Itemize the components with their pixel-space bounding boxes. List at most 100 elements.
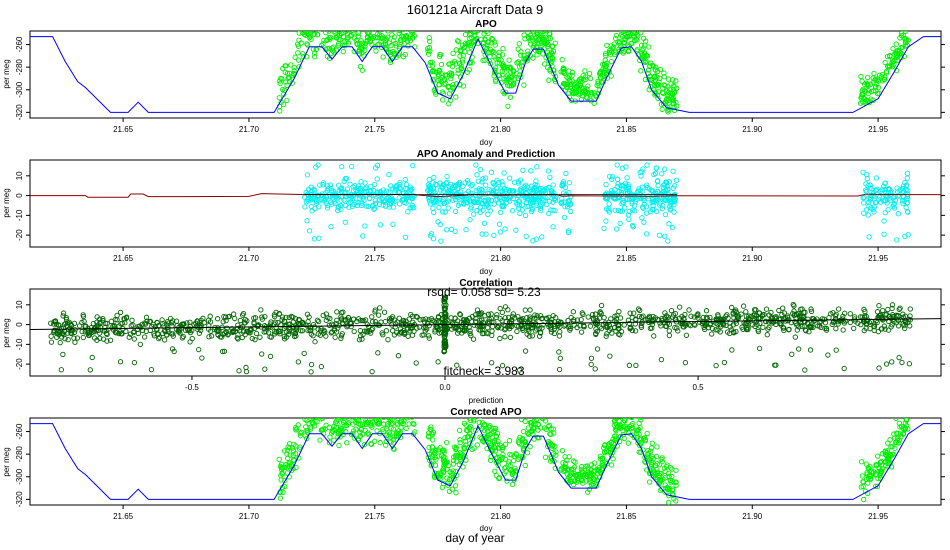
data-point <box>304 218 310 224</box>
data-point <box>161 337 168 343</box>
data-point <box>463 427 470 433</box>
data-point <box>413 399 417 403</box>
data-point <box>664 320 671 326</box>
data-point <box>224 325 230 331</box>
data-point <box>528 183 534 189</box>
data-point <box>364 404 368 408</box>
data-point <box>467 330 473 337</box>
plot-frame <box>29 417 942 506</box>
data-point <box>292 451 299 457</box>
data-point <box>539 325 545 331</box>
data-point <box>225 314 231 320</box>
data-point <box>868 185 875 192</box>
data-point <box>808 306 814 312</box>
data-point <box>522 439 529 445</box>
data-point <box>338 335 344 342</box>
data-point <box>323 31 329 36</box>
data-point <box>426 194 432 201</box>
data-point <box>510 458 517 464</box>
data-point <box>535 427 541 433</box>
data-point <box>440 181 446 188</box>
data-point <box>308 426 314 432</box>
data-point <box>484 426 490 432</box>
data-point <box>469 436 475 442</box>
data-point <box>304 406 308 410</box>
data-point <box>242 316 249 323</box>
data-point <box>367 31 369 32</box>
data-point <box>385 337 391 343</box>
data-point <box>479 330 486 337</box>
data-point <box>426 444 432 451</box>
data-point <box>481 427 487 433</box>
data-point <box>457 454 463 460</box>
data-point <box>565 466 572 472</box>
data-point <box>304 418 310 424</box>
data-point <box>517 210 523 217</box>
data-point <box>887 437 893 443</box>
data-point <box>514 328 520 334</box>
data-point <box>504 478 510 484</box>
data-point <box>326 440 333 446</box>
data-point <box>489 328 495 334</box>
data-point <box>512 469 519 475</box>
data-point <box>524 450 531 456</box>
data-point <box>421 325 427 331</box>
data-point <box>445 205 451 211</box>
data-point <box>412 18 416 22</box>
data-point <box>552 195 558 201</box>
data-point <box>175 328 181 334</box>
data-point <box>502 464 509 470</box>
data-point <box>295 50 301 56</box>
data-point <box>562 87 569 93</box>
data-point <box>502 441 509 447</box>
data-point <box>569 89 575 96</box>
data-point <box>877 459 884 466</box>
data-point <box>316 18 320 22</box>
data-point <box>493 434 500 440</box>
data-point <box>857 100 864 106</box>
data-point <box>383 398 387 402</box>
data-point <box>522 212 529 219</box>
data-point <box>348 193 354 199</box>
data-point <box>342 219 348 225</box>
data-point <box>740 303 747 309</box>
data-point <box>387 183 394 189</box>
data-point <box>368 330 374 336</box>
data-point <box>492 468 498 474</box>
y-tick-label: 0 <box>15 193 24 198</box>
data-point <box>412 412 416 416</box>
data-point <box>724 312 730 318</box>
data-point <box>615 323 621 329</box>
data-point <box>343 31 349 34</box>
data-point <box>513 451 519 457</box>
data-point <box>662 211 669 218</box>
data-point <box>547 55 554 62</box>
data-point <box>396 315 402 321</box>
data-point <box>443 227 450 233</box>
data-point <box>666 332 673 339</box>
data-point <box>465 433 472 440</box>
data-point <box>286 314 292 321</box>
data-point <box>542 418 549 424</box>
data-point <box>353 37 360 44</box>
data-point <box>410 420 416 427</box>
data-point <box>191 322 197 328</box>
data-point <box>338 333 345 339</box>
data-point <box>347 199 353 205</box>
data-point <box>56 330 62 336</box>
data-point <box>581 323 587 330</box>
data-point <box>879 71 886 78</box>
data-point <box>441 339 447 346</box>
data-point <box>664 197 670 203</box>
data-point <box>304 311 311 317</box>
data-point <box>335 14 339 18</box>
data-point <box>626 216 632 223</box>
data-point <box>488 169 495 175</box>
data-point <box>319 21 323 25</box>
data-point <box>437 472 443 478</box>
data-point <box>444 173 450 179</box>
data-point <box>897 187 903 193</box>
data-point <box>485 325 491 331</box>
data-point <box>390 204 397 210</box>
data-point <box>703 321 709 328</box>
